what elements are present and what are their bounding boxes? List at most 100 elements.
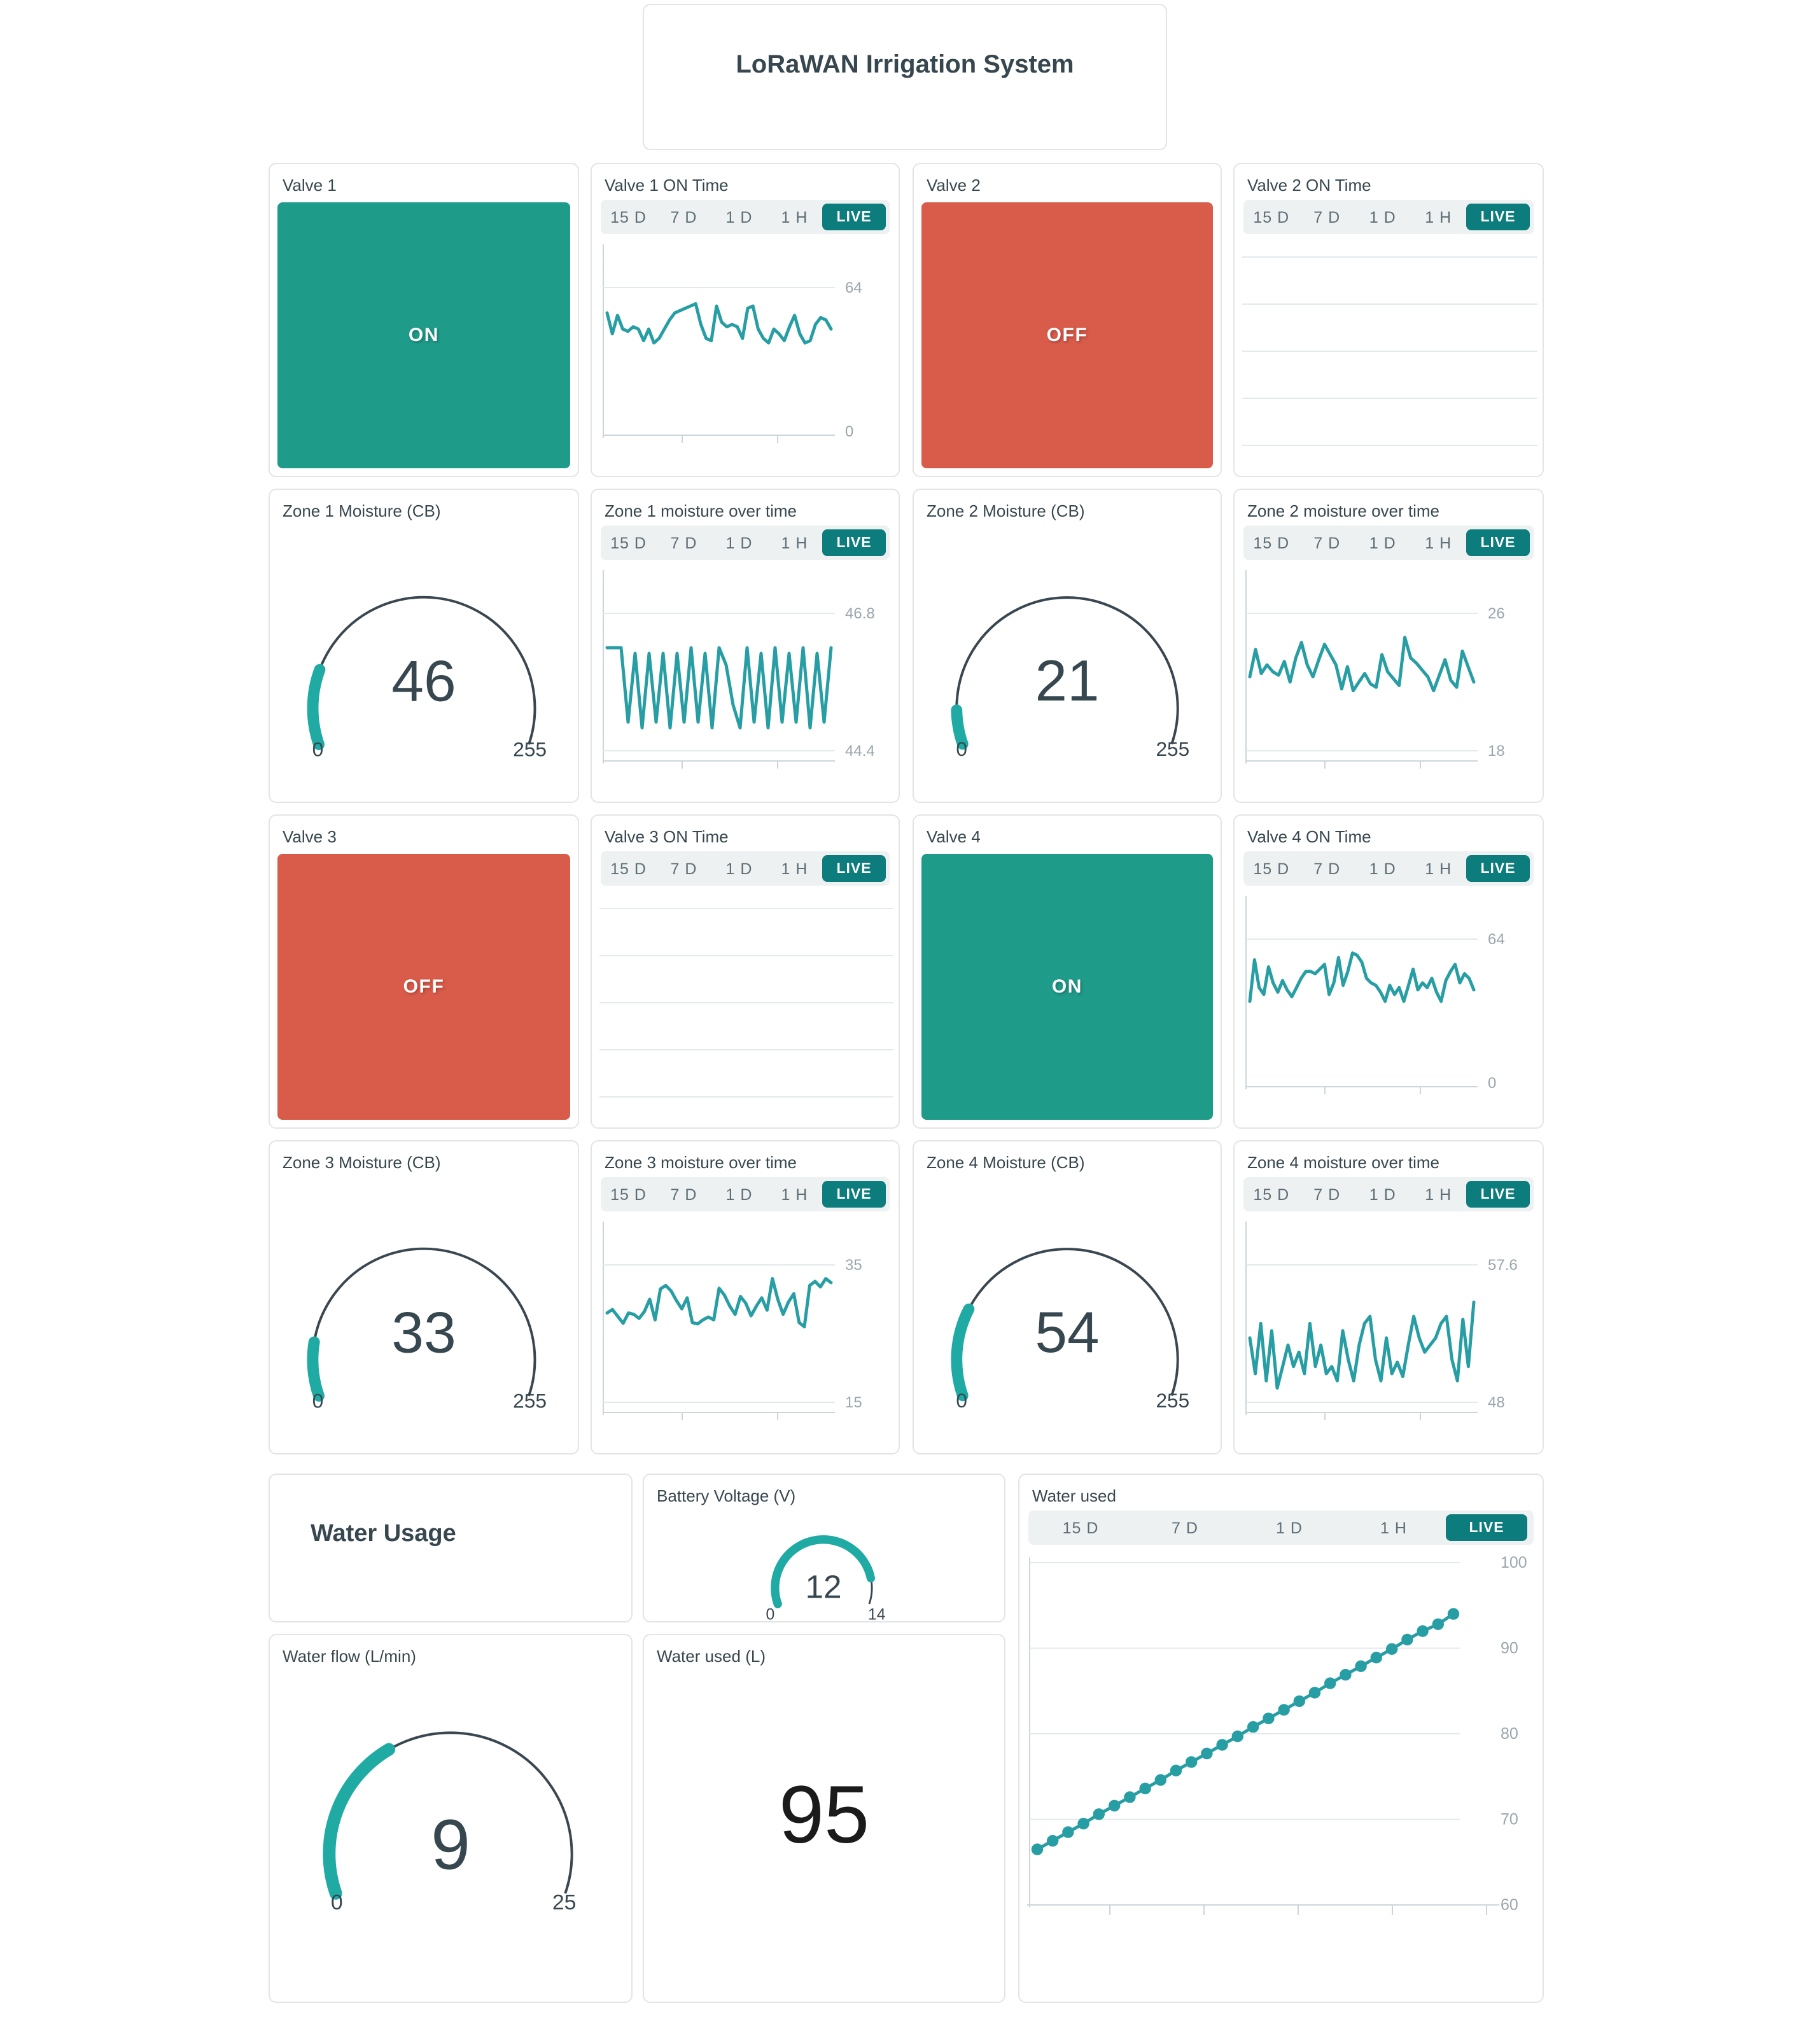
zone2-timebar: 15 D 7 D 1 D 1 H LIVE: [1243, 526, 1534, 560]
range-15d[interactable]: 15 D: [610, 860, 647, 877]
svg-text:26: 26: [1488, 605, 1505, 622]
valve2-ontime-chart: [1242, 256, 1537, 446]
range-15d[interactable]: 15 D: [610, 534, 647, 552]
svg-text:9: 9: [431, 1805, 470, 1885]
range-1d[interactable]: 1 D: [725, 1185, 753, 1203]
live-button[interactable]: LIVE: [1466, 855, 1530, 882]
zone1-gauge-card: Zone 1 Moisture (CB) 46 0 255: [269, 489, 579, 803]
zone4-gauge: 54 0 255: [951, 1248, 1189, 1412]
live-button[interactable]: LIVE: [1466, 529, 1530, 556]
svg-text:46: 46: [391, 648, 456, 713]
range-15d[interactable]: 15 D: [1253, 534, 1290, 552]
range-7d[interactable]: 7 D: [670, 1185, 697, 1203]
water-used-timebar: 15 D 7 D 1 D 1 H LIVE: [1028, 1510, 1534, 1545]
range-15d[interactable]: 15 D: [1253, 208, 1290, 226]
svg-text:255: 255: [1156, 737, 1189, 760]
live-button[interactable]: LIVE: [1446, 1514, 1527, 1541]
valve2-title: Valve 2: [927, 176, 981, 195]
live-button[interactable]: LIVE: [1466, 1181, 1530, 1208]
svg-text:0: 0: [1488, 1075, 1496, 1092]
zone4-chart-card: Zone 4 moisture over time 15 D 7 D 1 D 1…: [1233, 1140, 1544, 1454]
range-7d[interactable]: 7 D: [670, 860, 697, 877]
range-15d[interactable]: 15 D: [1253, 860, 1290, 877]
zone4-timebar: 15 D 7 D 1 D 1 H LIVE: [1243, 1177, 1534, 1211]
valve4-ontime-timebar: 15 D 7 D 1 D 1 H LIVE: [1243, 851, 1534, 886]
live-button[interactable]: LIVE: [822, 204, 886, 230]
battery-voltage-gauge: 12 0 14: [766, 1535, 886, 1624]
range-1h[interactable]: 1 H: [781, 1185, 808, 1203]
valve2-ontime-title: Valve 2 ON Time: [1247, 176, 1371, 195]
live-button[interactable]: LIVE: [822, 855, 886, 882]
valve3-ontime-title: Valve 3 ON Time: [605, 827, 729, 846]
range-1h[interactable]: 1 H: [781, 208, 808, 226]
valve3-ontime-timebar: 15 D 7 D 1 D 1 H LIVE: [601, 851, 890, 886]
range-15d[interactable]: 15 D: [1062, 1519, 1099, 1537]
range-1d[interactable]: 1 D: [1276, 1519, 1303, 1537]
svg-text:33: 33: [391, 1300, 456, 1365]
valve2-state-button[interactable]: OFF: [921, 202, 1213, 468]
range-1d[interactable]: 1 D: [1369, 534, 1396, 552]
svg-text:18: 18: [1488, 743, 1505, 760]
range-1d[interactable]: 1 D: [1369, 208, 1396, 226]
range-7d[interactable]: 7 D: [1172, 1519, 1198, 1537]
svg-text:0: 0: [956, 737, 967, 760]
water-used-value-card: Water used (L) 95: [643, 1634, 1005, 2003]
water-usage-section-title: Water Usage: [311, 1521, 456, 1547]
range-1d[interactable]: 1 D: [1369, 1185, 1396, 1203]
svg-text:0: 0: [845, 423, 853, 440]
zone4-moisture-chart: 57.6 48: [1245, 1222, 1518, 1420]
valve4-state-button[interactable]: ON: [921, 854, 1213, 1120]
range-7d[interactable]: 7 D: [1313, 534, 1341, 552]
battery-voltage-card: Battery Voltage (V) 12 0 14: [643, 1474, 1005, 1624]
svg-text:80: 80: [1501, 1725, 1518, 1743]
range-15d[interactable]: 15 D: [610, 1185, 647, 1203]
range-1d[interactable]: 1 D: [725, 534, 753, 552]
svg-text:255: 255: [513, 738, 547, 761]
live-button[interactable]: LIVE: [1466, 204, 1530, 230]
valve3-state-button[interactable]: OFF: [277, 854, 570, 1120]
valve4-ontime-title: Valve 4 ON Time: [1247, 827, 1371, 846]
valve1-title: Valve 1: [283, 176, 337, 195]
zone2-gauge-title: Zone 2 Moisture (CB): [927, 501, 1085, 520]
range-1h[interactable]: 1 H: [1425, 1185, 1452, 1203]
svg-text:15: 15: [845, 1394, 862, 1411]
range-1h[interactable]: 1 H: [1425, 534, 1452, 552]
live-button[interactable]: LIVE: [822, 1181, 886, 1208]
zone2-gauge-card: Zone 2 Moisture (CB) 21 0 255: [913, 489, 1222, 803]
valve1-state-button[interactable]: ON: [277, 202, 570, 468]
range-1d[interactable]: 1 D: [725, 208, 753, 226]
valve3-title: Valve 3: [283, 827, 337, 846]
range-15d[interactable]: 15 D: [610, 208, 647, 226]
water-flow-gauge: 9 0 25: [323, 1731, 576, 1914]
water-flow-card: Water flow (L/min) 9 0 25: [269, 1634, 633, 2003]
range-15d[interactable]: 15 D: [1253, 1185, 1290, 1203]
svg-text:12: 12: [806, 1568, 842, 1605]
range-1h[interactable]: 1 H: [781, 860, 808, 877]
zone3-chart-title: Zone 3 moisture over time: [605, 1153, 797, 1172]
range-1h[interactable]: 1 H: [1380, 1519, 1407, 1537]
water-used-chart-title: Water used: [1032, 1486, 1116, 1505]
svg-text:0: 0: [331, 1890, 343, 1914]
range-7d[interactable]: 7 D: [1313, 860, 1341, 877]
range-1d[interactable]: 1 D: [725, 860, 753, 877]
svg-text:60: 60: [1501, 1896, 1518, 1914]
range-7d[interactable]: 7 D: [670, 208, 697, 226]
zone1-chart-card: Zone 1 moisture over time 15 D 7 D 1 D 1…: [591, 489, 900, 803]
water-usage-header-card: Water Usage: [269, 1474, 633, 1622]
range-7d[interactable]: 7 D: [670, 534, 697, 552]
range-1h[interactable]: 1 H: [781, 534, 808, 552]
range-1h[interactable]: 1 H: [1425, 860, 1452, 877]
zone3-gauge-title: Zone 3 Moisture (CB): [283, 1153, 441, 1172]
water-used-chart: 100 90 80 70 60: [1027, 1554, 1527, 1915]
range-7d[interactable]: 7 D: [1313, 1185, 1341, 1203]
valve3-ontime-card: Valve 3 ON Time 15 D 7 D 1 D 1 H LIVE: [591, 814, 900, 1129]
water-used-value-title: Water used (L): [657, 1647, 766, 1666]
svg-text:35: 35: [845, 1257, 862, 1274]
range-7d[interactable]: 7 D: [1313, 208, 1341, 226]
range-1d[interactable]: 1 D: [1369, 860, 1396, 877]
live-button[interactable]: LIVE: [822, 529, 886, 556]
range-1h[interactable]: 1 H: [1425, 208, 1452, 226]
zone3-timebar: 15 D 7 D 1 D 1 H LIVE: [601, 1177, 890, 1211]
valve4-ontime-chart: 64 0: [1245, 896, 1505, 1094]
